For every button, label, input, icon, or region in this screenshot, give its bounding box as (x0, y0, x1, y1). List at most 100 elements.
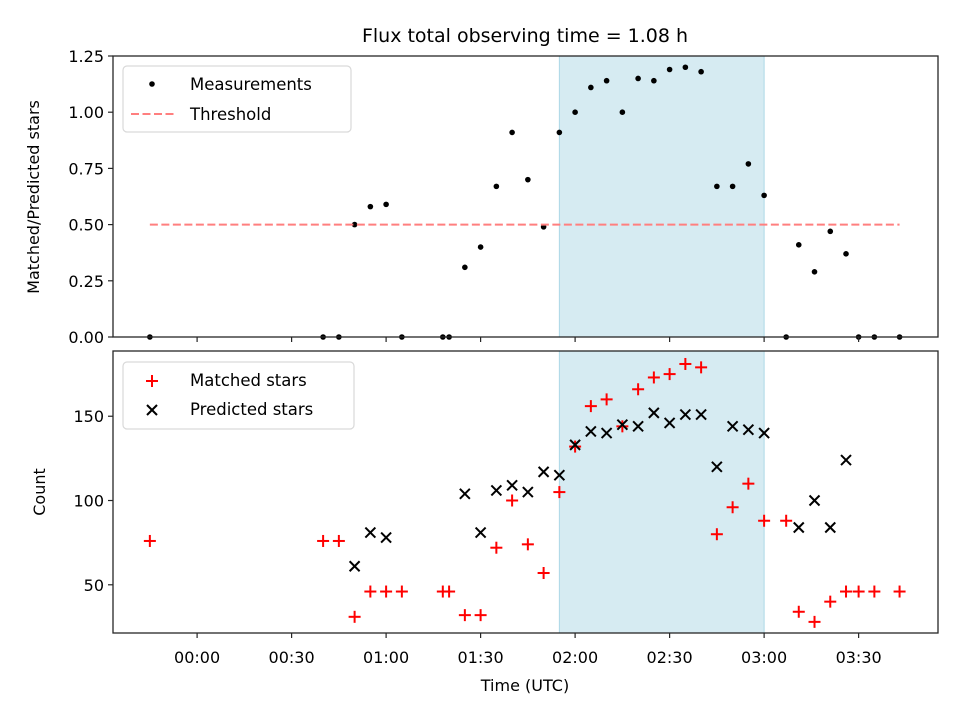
predicted-star-point (663, 417, 676, 429)
predicted-star-point (808, 494, 821, 507)
predicted-star-stroke-b (632, 420, 644, 433)
predicted-star-point (348, 560, 361, 572)
matched-star-point (726, 501, 739, 514)
x-axis-label: Time (UTC) (480, 676, 569, 695)
x-tick-label: 01:30 (458, 648, 504, 667)
count-x-ticks: 00:00 00:30 01:00 01:30 02:00 02:30 03:00 03:30 (174, 633, 882, 667)
predicted-star-point (616, 418, 629, 431)
predicted-star-stroke-b (506, 479, 518, 492)
measurements-legend-label: Measurements (190, 75, 312, 94)
ratio-legend-box (122, 65, 352, 133)
matched-star-point (569, 440, 582, 453)
matched-star-point (443, 585, 456, 598)
predicted-star-stroke-b (459, 488, 471, 500)
matched-star-point (521, 538, 534, 551)
predicted-star-stroke-b (364, 526, 377, 539)
measurements-legend-marker (149, 81, 155, 87)
matched-star-point (852, 585, 865, 598)
count-legend-box (122, 361, 355, 430)
matched-star-point (600, 393, 613, 406)
measurement-point (477, 244, 484, 250)
count-y-label: Count (30, 468, 49, 516)
matched-star-point (808, 615, 821, 628)
predicted-star-point (840, 454, 852, 466)
predicted-star-stroke-b (380, 531, 392, 544)
measurement-point (729, 183, 736, 190)
predicted-star-point (600, 427, 613, 439)
matched-star-point (758, 514, 771, 527)
predicted-star-point (742, 424, 755, 436)
predicted-star-stroke-b (616, 418, 629, 431)
predicted-star-stroke-b (348, 560, 361, 572)
x-tick-label: 03:00 (741, 648, 787, 667)
ratio-legend: Measurements Threshold (122, 65, 352, 133)
predicted-star-stroke-b (793, 521, 805, 534)
ratio-axes-frame (112, 55, 939, 338)
measurement-point (572, 109, 578, 115)
measurement-point (827, 228, 834, 235)
matched-star-point (893, 585, 906, 598)
observing-span-bottom (558, 350, 765, 634)
matched-star-point (395, 585, 408, 598)
predicted-star-stroke-b (840, 454, 852, 466)
predicted-star-point (364, 526, 377, 539)
predicted-star-point (726, 420, 739, 433)
predicted-star-stroke-b (663, 417, 676, 429)
matched-star-point (632, 383, 645, 396)
measurement-point (603, 77, 610, 84)
matched-legend-marker (146, 375, 158, 387)
matched-star-point (553, 486, 566, 499)
matched-star-point (506, 494, 519, 507)
predicted-star-point (824, 521, 836, 534)
x-tick-label: 03:30 (836, 648, 882, 667)
y-tick-label: 150 (73, 407, 104, 426)
matched-star-point (364, 585, 377, 598)
predicted-star-point (553, 469, 566, 481)
x-tick-label: 00:00 (174, 648, 220, 667)
matched-star-point (537, 566, 550, 579)
measurement-point (635, 75, 641, 82)
measurement-point (843, 251, 849, 257)
matched-star-point (143, 534, 156, 547)
y-tick-label: 0.00 (68, 328, 104, 347)
predicted-star-stroke-b (490, 484, 503, 497)
measurement-point (795, 242, 802, 248)
ratio-y-ticks: 0.00 0.25 0.50 0.75 1.00 1.25 (68, 47, 113, 347)
matched-star-point (695, 361, 708, 374)
predicted-star-point (380, 531, 392, 544)
measurement-point (811, 269, 818, 275)
matched-star-point (840, 585, 853, 598)
predicted-star-stroke-b (553, 469, 566, 481)
measurement-point (682, 64, 689, 71)
measurement-point (619, 109, 626, 115)
matched-star-point (868, 585, 881, 598)
predicted-star-point (490, 484, 503, 497)
measurement-point (383, 201, 389, 208)
predicted-star-stroke-b (474, 526, 487, 539)
measurement-point (493, 183, 500, 190)
ratio-axes: 0.00 0.25 0.50 0.75 1.00 1.25 Matched/Predict… (24, 47, 939, 347)
measurement-point (462, 264, 468, 271)
matched-star-point (474, 609, 487, 622)
predicted-star-point (537, 466, 550, 478)
matched-star-point (780, 514, 793, 527)
predicted-star-point (679, 408, 692, 421)
predicted-star-stroke-b (648, 407, 660, 419)
matched-star-point (663, 368, 676, 381)
measurement-point (714, 183, 720, 190)
y-tick-label: 0.50 (68, 216, 104, 235)
predicted-star-stroke-b (824, 521, 836, 534)
measurement-point (509, 129, 515, 136)
predicted-star-stroke-b (679, 408, 692, 421)
threshold-legend-label: Threshold (189, 105, 271, 124)
matched-star-point (380, 585, 393, 598)
y-tick-label: 50 (84, 576, 104, 595)
count-legend: Matched stars Predicted stars (122, 361, 355, 430)
measurement-point (556, 129, 563, 136)
predicted-star-point (506, 479, 518, 492)
measurement-point (588, 84, 594, 91)
measurement-point (525, 176, 531, 183)
count-axes-frame (112, 350, 939, 634)
matched-star-point (710, 528, 723, 541)
